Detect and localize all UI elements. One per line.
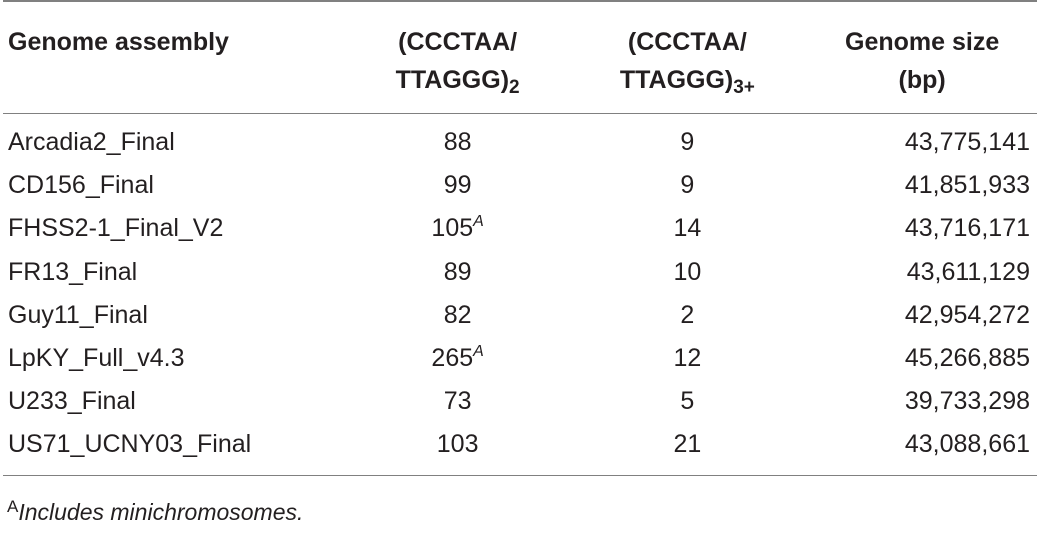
cell-two-repeats-value: 99: [443, 171, 472, 200]
table-row: FR13_Final 89 10 43,611,129: [3, 251, 1037, 294]
cell-three-plus-repeats: 21: [567, 423, 808, 476]
header-two-repeats-line1: (CCCTAA/: [398, 28, 518, 56]
header-three-plus-repeats-subscript: 3+: [733, 77, 755, 98]
table-row: U233_Final 73 5 39,733,298: [3, 380, 1037, 423]
cell-two-repeats-value: 103: [436, 430, 479, 459]
table-row: CD156_Final 99 9 41,851,933: [3, 164, 1037, 207]
header-two-repeats: (CCCTAA/ TTAGGG)2: [347, 0, 568, 114]
cell-two-repeats-value: 82: [443, 300, 472, 329]
cell-genome-size: 43,088,661: [807, 423, 1037, 476]
cell-two-repeats-note: A: [473, 343, 484, 361]
table-row: FHSS2-1_Final_V2 105A 14 43,716,171: [3, 207, 1037, 250]
header-three-plus-repeats: (CCCTAA/ TTAGGG)3+: [567, 0, 808, 114]
header-genome-size-line2: (bp): [898, 66, 946, 94]
genome-assembly-table: Genome assembly (CCCTAA/ TTAGGG)2 (CCCTA…: [3, 0, 1037, 476]
header-three-plus-repeats-line2: TTAGGG): [619, 66, 734, 94]
table-header: Genome assembly (CCCTAA/ TTAGGG)2 (CCCTA…: [3, 0, 1037, 114]
header-genome-size: Genome size (bp): [807, 0, 1037, 114]
cell-assembly: CD156_Final: [8, 171, 154, 200]
cell-assembly: Arcadia2_Final: [8, 128, 175, 157]
cell-genome-size: 43,611,129: [906, 257, 1030, 286]
cell-two-repeats: 265A: [348, 337, 568, 380]
cell-three-plus-repeats: 9: [680, 171, 695, 200]
header-genome-assembly-label: Genome assembly: [8, 28, 229, 56]
cell-assembly: LpKY_Full_v4.3: [8, 344, 185, 373]
cell-genome-size: 43,775,141: [904, 128, 1030, 157]
header-three-plus-repeats-line1: (CCCTAA/: [627, 28, 747, 56]
cell-three-plus-repeats: 14: [673, 214, 702, 243]
cell-genome-size: 42,954,272: [904, 300, 1030, 329]
cell-three-plus-repeats: 9: [680, 128, 695, 157]
cell-two-repeats: 103: [347, 423, 568, 476]
table-body: Arcadia2_Final 88 9 43,775,141 CD156_Fin…: [3, 114, 1037, 476]
cell-two-repeats-value: 89: [443, 257, 472, 286]
table-row: Guy11_Final 82 2 42,954,272: [3, 294, 1037, 337]
cell-genome-size: 45,266,885: [904, 344, 1030, 373]
cell-three-plus-repeats: 2: [680, 300, 695, 329]
table-row: US71_UCNY03_Final 103 21 43,088,661: [3, 423, 1037, 476]
cell-genome-size: 43,716,171: [904, 214, 1030, 243]
cell-two-repeats-value: 73: [443, 387, 472, 416]
cell-genome-size: 41,851,933: [904, 171, 1030, 200]
footnote-mark: A: [7, 497, 19, 516]
header-row: Genome assembly (CCCTAA/ TTAGGG)2 (CCCTA…: [3, 0, 1037, 114]
cell-two-repeats: 105A: [348, 207, 568, 250]
cell-two-repeats: 89: [348, 251, 568, 294]
cell-two-repeats-value: 265: [431, 344, 474, 373]
cell-two-repeats-note: A: [473, 213, 484, 231]
cell-assembly: U233_Final: [8, 387, 136, 416]
cell-three-plus-repeats: 10: [673, 257, 702, 286]
cell-three-plus-repeats: 5: [680, 387, 695, 416]
cell-two-repeats: 82: [348, 294, 568, 337]
cell-three-plus-repeats: 12: [673, 344, 702, 373]
cell-genome-size: 39,733,298: [904, 387, 1030, 416]
cell-assembly: Guy11_Final: [8, 300, 148, 329]
table-footnote: AIncludes minichromosomes.: [7, 497, 303, 527]
cell-assembly: FR13_Final: [8, 257, 138, 286]
footnote-text: Includes minichromosomes.: [18, 499, 304, 525]
header-two-repeats-subscript: 2: [509, 77, 520, 98]
cell-assembly: US71_UCNY03_Final: [3, 423, 348, 476]
header-genome-size-line1: Genome size: [845, 28, 1000, 56]
cell-two-repeats-value: 105: [431, 214, 474, 243]
cell-two-repeats: 88: [348, 114, 568, 165]
header-genome-assembly: Genome assembly: [3, 0, 348, 114]
cell-two-repeats-value: 88: [443, 128, 472, 157]
table-row: LpKY_Full_v4.3 265A 12 45,266,885: [3, 337, 1037, 380]
header-two-repeats-line2: TTAGGG): [395, 66, 510, 94]
cell-two-repeats: 99: [348, 164, 568, 207]
cell-assembly: FHSS2-1_Final_V2: [8, 214, 224, 243]
genome-assembly-table-container: Genome assembly (CCCTAA/ TTAGGG)2 (CCCTA…: [3, 0, 1037, 476]
cell-two-repeats: 73: [348, 380, 568, 423]
table-row: Arcadia2_Final 88 9 43,775,141: [3, 114, 1037, 165]
